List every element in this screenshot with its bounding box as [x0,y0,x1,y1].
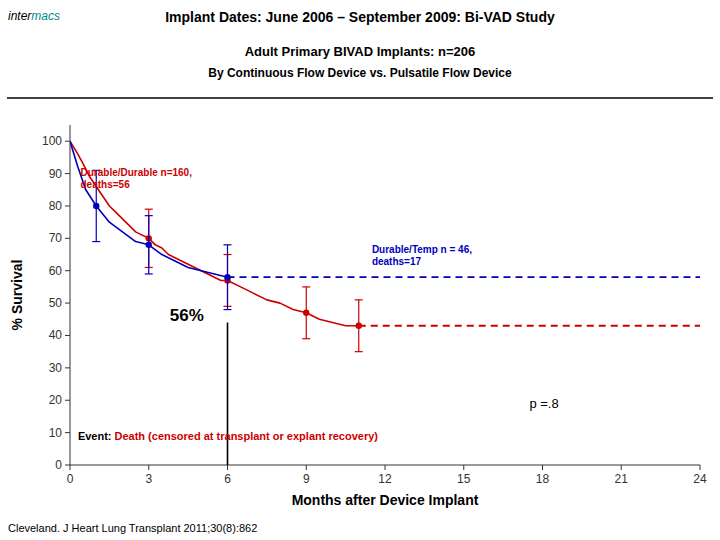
y-tick-label: 80 [49,199,63,213]
point [303,310,309,316]
error-bar-cap [145,273,153,274]
point [356,323,362,329]
annotation: p =.8 [529,396,558,411]
x-tick [700,465,701,470]
y-axis-label: % Survival [9,260,25,331]
x-tick-label: 24 [693,472,707,486]
y-tick [65,367,70,368]
plot-area [70,141,700,465]
x-tick [70,465,71,470]
subtitle: By Continuous Flow Device vs. Pulsatile … [208,66,512,80]
survival-line [70,141,228,277]
error-bar-cap [302,286,310,287]
plateau-line [228,276,701,278]
y-tick-label: 50 [49,296,63,310]
y-tick [65,335,70,336]
annotation: Durable/Temp n = 46,deaths=17 [372,244,472,267]
y-tick-label: 90 [49,167,63,181]
x-tick-label: 9 [303,472,310,486]
source: Cleveland. J Heart Lung Transplant 2011;… [8,522,257,534]
y-tick [65,465,70,466]
x-tick [148,465,149,470]
x-axis-label: Months after Device Implant [292,492,479,508]
title: Implant Dates: June 2006 – September 200… [165,9,555,25]
error-bar-cap [355,299,363,300]
annotation-line: Durable/Temp n = 46, [372,244,472,255]
y-tick [65,205,70,206]
x-tick [463,465,464,470]
x-tick [227,465,228,470]
logo: macs [31,9,60,23]
y-tick [65,400,70,401]
y-tick-label: 30 [49,361,63,375]
y-tick [65,303,70,304]
error-bar [302,287,310,339]
survival-line [227,323,229,465]
annotation-line: Durable/Durable n=160, [81,167,193,178]
x-tick [385,465,386,470]
annotation-line: deaths=17 [372,256,422,267]
error-bar-cap [145,215,153,216]
y-tick-label: 0 [55,458,62,472]
x-tick [542,465,543,470]
error-bar [224,245,232,310]
y-tick-label: 20 [49,393,63,407]
error-bar [145,216,153,274]
point [93,203,99,209]
y-tick [65,141,70,142]
y-axis [70,125,71,465]
point [224,274,230,280]
x-tick [306,465,307,470]
x-tick-label: 12 [378,472,392,486]
error-bar-cap [302,338,310,339]
error-bar-cap [355,351,363,352]
y-tick [65,270,70,271]
y-tick-label: 10 [49,426,63,440]
error-bar-cap [224,244,232,245]
y-tick [65,432,70,433]
y-tick-label: 60 [49,264,63,278]
x-tick [621,465,622,470]
annotation: Death (censored at transplant or explant… [115,430,379,442]
x-tick-label: 18 [536,472,550,486]
y-tick [65,173,70,174]
x-tick-label: 3 [145,472,152,486]
error-bar-cap [92,241,100,242]
x-tick-label: 21 [615,472,629,486]
error-bar [355,300,363,352]
subtitle: Adult Primary BIVAD Implants: n=206 [245,44,476,59]
plateau-line [359,325,700,327]
separator [7,97,713,99]
annotation-line: deaths=56 [81,179,131,190]
survival-line [70,141,359,326]
annotation: Durable/Durable n=160,deaths=56 [81,167,193,190]
y-tick-label: 100 [42,134,62,148]
y-tick-label: 70 [49,231,63,245]
x-tick-label: 0 [67,472,74,486]
point [146,242,152,248]
chart: intermacs Implant Dates: June 2006 – Sept… [0,0,720,540]
annotation: 56% [170,306,204,325]
logo: inter [8,9,32,23]
x-tick-label: 6 [224,472,231,486]
y-tick [65,238,70,239]
error-bar-cap [224,309,232,310]
y-tick-label: 40 [49,328,63,342]
error-bar-cap [145,209,153,210]
annotation: Event: [78,430,112,442]
x-tick-label: 15 [457,472,471,486]
